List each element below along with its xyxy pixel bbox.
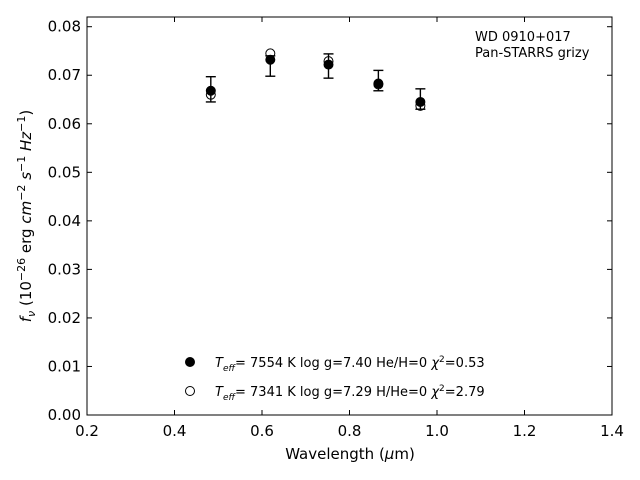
- x-tick-label: 0.8: [338, 422, 362, 440]
- y-tick-label: 0.04: [48, 212, 81, 230]
- model-point-filled: [265, 54, 276, 65]
- legend-marker-filled: [185, 357, 195, 367]
- y-tick-label: 0.07: [48, 66, 81, 84]
- legend: Teff= 7554 K log g=7.40 He/H=0 χ2=0.53 T…: [185, 355, 485, 403]
- axis-ticks: 0.2 0.4 0.6 0.8 1.0 1.2 1.4 0.00 0.01 0.02 0.03 0.0…: [48, 17, 624, 440]
- x-tick-label: 0.4: [163, 422, 187, 440]
- legend-entry-2: Teff= 7341 K log g=7.29 H/He=0 χ2=2.79: [215, 384, 485, 403]
- x-tick-label: 1.4: [600, 422, 624, 440]
- annotation-line-2: Pan-STARRS grizy: [475, 46, 590, 61]
- y-tick-label: 0.05: [48, 163, 81, 181]
- y-axis-label: fν (10−26 erg cm−2 s−1 Hz−1): [15, 110, 38, 322]
- legend-marker-open: [185, 386, 195, 396]
- model-point-filled: [373, 78, 384, 89]
- model-point-filled: [205, 85, 216, 96]
- x-tick-label: 1.0: [425, 422, 449, 440]
- x-tick-label: 0.2: [75, 422, 99, 440]
- y-tick-label: 0.01: [48, 357, 81, 375]
- x-tick-label: 1.2: [513, 422, 537, 440]
- y-tick-label: 0.03: [48, 260, 81, 278]
- annotation-line-1: WD 0910+017: [475, 30, 571, 45]
- plot-frame: [86, 16, 613, 416]
- error-bars: [205, 53, 426, 110]
- x-tick-label: 0.6: [250, 422, 274, 440]
- annotation: WD 0910+017 Pan-STARRS grizy: [475, 30, 590, 61]
- y-tick-label: 0.08: [48, 18, 81, 36]
- legend-entry-1: Teff= 7554 K log g=7.40 He/H=0 χ2=0.53: [215, 355, 485, 374]
- model-point-filled: [415, 96, 426, 107]
- y-tick-label: 0.00: [48, 406, 81, 424]
- data-points: [205, 48, 426, 111]
- x-axis-label: Wavelength (μm): [285, 445, 415, 463]
- model-point-filled: [323, 59, 334, 70]
- y-tick-label: 0.02: [48, 309, 81, 327]
- y-tick-label: 0.06: [48, 115, 81, 133]
